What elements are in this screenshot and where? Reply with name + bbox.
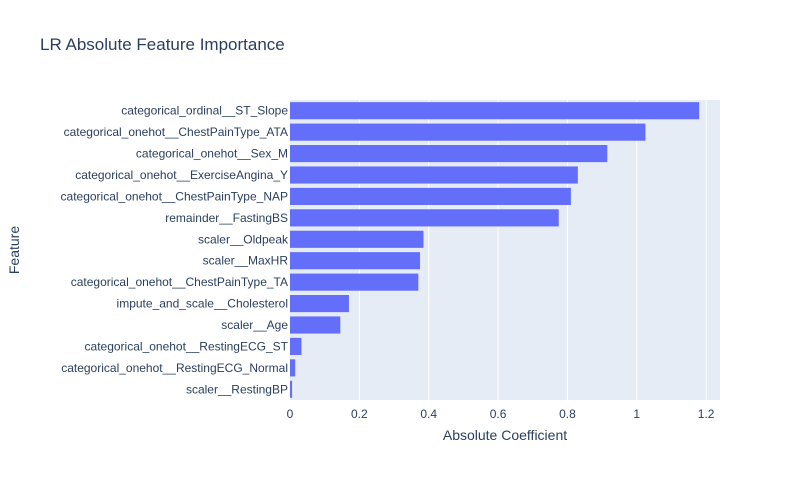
x-tick-label: 0.2 <box>351 407 368 421</box>
bar <box>290 123 646 141</box>
bar <box>290 102 700 120</box>
bar <box>290 209 559 227</box>
y-tick-label: remainder__FastingBS <box>165 211 288 225</box>
x-tick-label: 0 <box>287 407 294 421</box>
bar <box>290 166 578 184</box>
x-tick-label: 0.6 <box>490 407 507 421</box>
bar <box>290 230 424 248</box>
y-tick-label: scaler__MaxHR <box>203 254 289 268</box>
y-tick-labels: categorical_ordinal__ST_Slope categorical… <box>61 104 289 397</box>
x-axis-title: Absolute Coefficient <box>443 427 567 443</box>
y-tick-label: categorical_onehot__RestingECG_ST <box>85 339 289 353</box>
y-axis-title: Feature <box>6 226 22 274</box>
bar <box>290 295 349 313</box>
y-tick-label: categorical_onehot__Sex_M <box>136 147 288 161</box>
y-tick-label: scaler__Oldpeak <box>198 232 289 246</box>
bar <box>290 273 419 291</box>
y-tick-label: categorical_onehot__ChestPainType_TA <box>71 275 288 289</box>
bars <box>290 102 700 398</box>
x-tick-label: 1 <box>633 407 640 421</box>
y-tick-label: categorical_onehot__RestingECG_Normal <box>61 361 288 375</box>
chart-title: LR Absolute Feature Importance <box>40 35 285 54</box>
y-tick-label: scaler__Age <box>221 318 288 332</box>
bar <box>290 252 421 270</box>
x-tick-labels: 0 0.2 0.4 0.6 0.8 1 1.2 <box>287 407 715 421</box>
y-tick-label: categorical_ordinal__ST_Slope <box>121 104 288 118</box>
x-tick-label: 0.4 <box>420 407 437 421</box>
x-tick-label: 1.2 <box>698 407 715 421</box>
y-tick-label: scaler__RestingBP <box>186 382 288 396</box>
bar <box>290 337 302 355</box>
y-tick-label: categorical_onehot__ChestPainType_NAP <box>61 189 288 203</box>
bar <box>290 187 571 205</box>
bar <box>290 145 608 163</box>
bar <box>290 380 293 398</box>
x-tick-label: 0.8 <box>559 407 576 421</box>
y-tick-label: categorical_onehot__ExerciseAngina_Y <box>75 168 288 182</box>
bar <box>290 359 296 377</box>
bar <box>290 316 341 334</box>
y-tick-label: categorical_onehot__ChestPainType_ATA <box>64 125 288 139</box>
y-tick-label: impute_and_scale__Cholesterol <box>117 297 288 311</box>
